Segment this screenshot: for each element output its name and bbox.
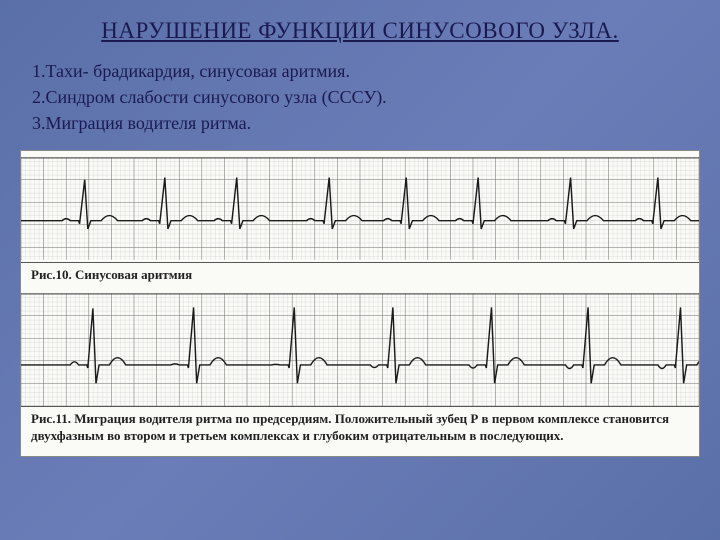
- figure-2-caption: Рис.11. Миграция водителя ритма по предс…: [21, 406, 699, 446]
- page-title: НАРУШЕНИЕ ФУНКЦИИ СИНУСОВОГО УЗЛА.: [0, 0, 720, 58]
- list-item: 2.Синдром слабости синусового узла (СССУ…: [32, 84, 690, 110]
- figure-2: Рис.11. Миграция водителя ритма по предс…: [21, 293, 699, 446]
- figures-container: Рис.10. Синусовая аритмия Рис.11. Миграц…: [20, 150, 700, 456]
- figure-1-caption: Рис.10. Синусовая аритмия: [21, 262, 699, 285]
- list-item: 1.Тахи- брадикардия, синусовая аритмия.: [32, 58, 690, 84]
- list-item: 3.Миграция водителя ритма.: [32, 110, 690, 136]
- ecg-strip-2: [21, 293, 699, 406]
- figure-1: Рис.10. Синусовая аритмия: [21, 157, 699, 285]
- numbered-list: 1.Тахи- брадикардия, синусовая аритмия. …: [0, 58, 720, 136]
- ecg-strip-1: [21, 157, 699, 260]
